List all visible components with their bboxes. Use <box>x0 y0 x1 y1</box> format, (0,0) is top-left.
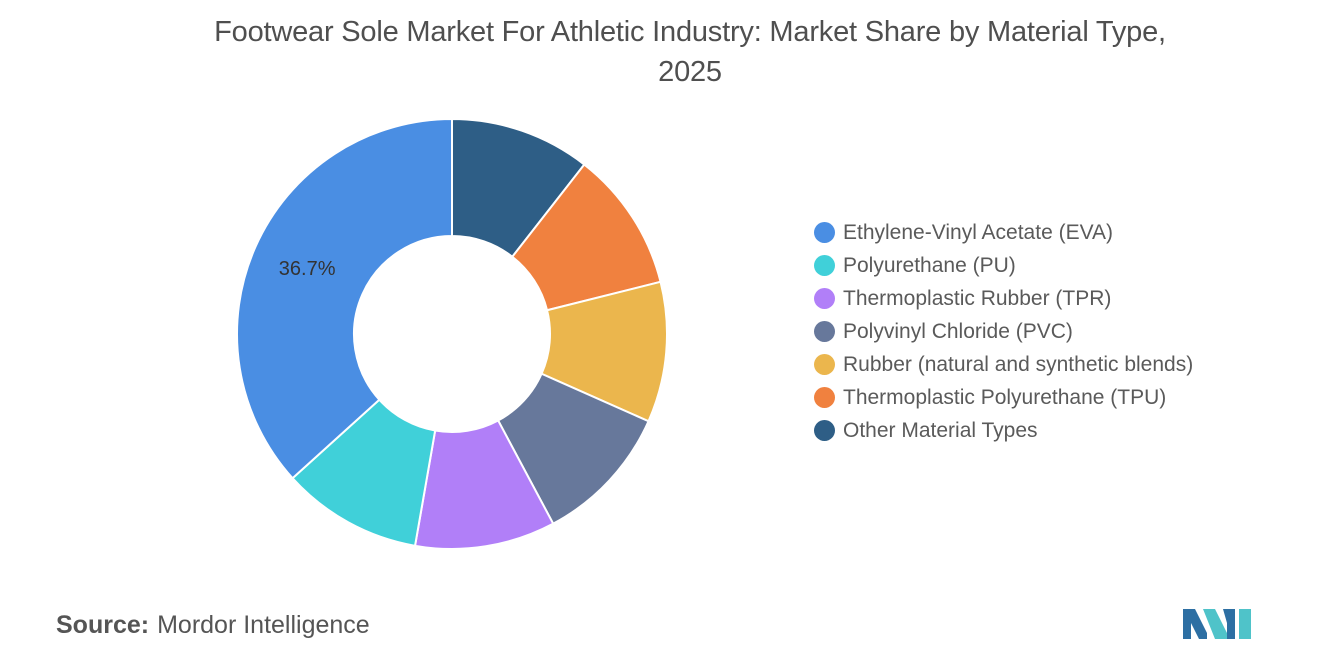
legend-label-7: Other Material Types <box>843 418 1038 442</box>
legend-item-7: Other Material Types <box>814 414 1294 447</box>
legend-swatch-4 <box>814 321 835 342</box>
chart-title-line-1: Footwear Sole Market For Athletic Indust… <box>214 16 1166 48</box>
legend-label-5: Rubber (natural and synthetic blends) <box>843 352 1194 376</box>
chart-title: Footwear Sole Market For Athletic Indust… <box>90 12 1290 92</box>
legend-swatch-5 <box>814 354 835 375</box>
legend-label-3: Thermoplastic Rubber (TPR) <box>843 286 1112 310</box>
source-note: Source: Mordor Intelligence <box>56 611 370 640</box>
legend-swatch-1 <box>814 222 835 243</box>
donut-data-label-7: 36.7% <box>279 258 336 280</box>
chart-title-line-2: 2025 <box>658 56 722 88</box>
legend-item-4: Polyvinyl Chloride (PVC) <box>814 315 1294 348</box>
legend-item-6: Thermoplastic Polyurethane (TPU) <box>814 381 1294 414</box>
chart-legend: Ethylene-Vinyl Acetate (EVA) Polyurethane… <box>814 216 1294 447</box>
legend-label-1: Ethylene-Vinyl Acetate (EVA) <box>843 220 1114 244</box>
legend-item-1: Ethylene-Vinyl Acetate (EVA) <box>814 216 1294 249</box>
legend-item-2: Polyurethane (PU) <box>814 249 1294 282</box>
mordor-logo <box>1183 609 1251 639</box>
legend-swatch-6 <box>814 387 835 408</box>
source-key: Source: <box>56 611 150 639</box>
source-value: Mordor Intelligence <box>157 611 370 639</box>
legend-item-5: Rubber (natural and synthetic blends) <box>814 348 1294 381</box>
legend-item-3: Thermoplastic Rubber (TPR) <box>814 282 1294 315</box>
legend-swatch-7 <box>814 420 835 441</box>
legend-swatch-2 <box>814 255 835 276</box>
legend-swatch-3 <box>814 288 835 309</box>
donut-slice-7 <box>236 117 453 480</box>
legend-label-4: Polyvinyl Chloride (PVC) <box>843 319 1073 343</box>
legend-label-2: Polyurethane (PU) <box>843 253 1016 277</box>
legend-label-6: Thermoplastic Polyurethane (TPU) <box>843 385 1167 409</box>
